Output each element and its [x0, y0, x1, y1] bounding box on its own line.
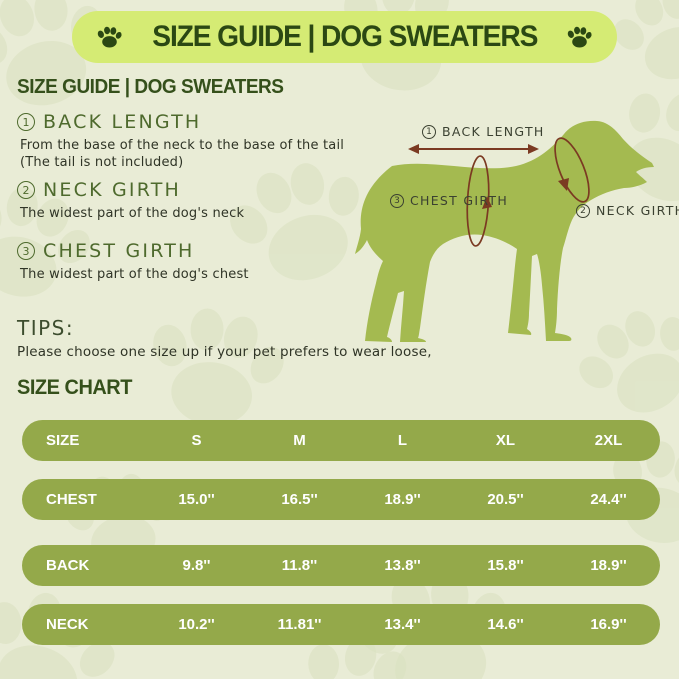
paw-icon	[96, 25, 123, 47]
table-cell: 15.8''	[487, 557, 524, 574]
tips-label: TIPS:	[17, 316, 75, 340]
neck-girth-ellipse	[554, 137, 590, 203]
column-header: 2XL	[594, 432, 623, 449]
column-header: XL	[495, 432, 516, 449]
page-title: SIZE GUIDE | DOG SWEATERS	[152, 20, 538, 53]
item-title: 3 CHEST GIRTH	[17, 240, 249, 262]
diagram-label-neck-girth: 2 NECK GIRTH	[576, 203, 679, 218]
table-cell: 20.5''	[487, 491, 524, 508]
item-number-badge: 2	[17, 181, 35, 199]
column-header: S	[191, 432, 202, 449]
table-cell: 13.8''	[384, 557, 421, 574]
row-label: BACK	[46, 557, 90, 574]
dog-diagram: 1 BACK LENGTH 3 CHEST GIRTH 2 NECK GIRTH	[340, 90, 679, 380]
table-cell: 11.81''	[277, 616, 322, 633]
label-number-badge: 3	[390, 193, 404, 208]
column-header: M	[293, 432, 306, 449]
row-label: NECK	[46, 616, 89, 633]
column-header: SIZE	[46, 432, 80, 449]
table-cell: 16.5''	[281, 491, 318, 508]
table-cell: 14.6''	[487, 616, 524, 633]
row-label: CHEST	[46, 491, 97, 508]
table-row-back: BACK 9.8'' 11.8'' 13.8'' 15.8'' 18.9''	[22, 545, 660, 586]
item-title-text: CHEST GIRTH	[43, 240, 195, 262]
table-cell: 15.0''	[178, 491, 215, 508]
item-description-line: (The tail is not included)	[20, 154, 184, 170]
table-cell: 18.9''	[384, 491, 421, 508]
table-cell: 11.8''	[281, 557, 318, 574]
measure-item-back-length: 1 BACK LENGTH From the base of the neck …	[17, 111, 344, 172]
item-title-text: BACK LENGTH	[43, 111, 202, 133]
item-description: The widest part of the dog's chest	[20, 267, 249, 284]
item-number-badge: 3	[17, 242, 35, 260]
label-number-badge: 1	[422, 124, 436, 139]
dog-silhouette	[355, 120, 654, 343]
column-header: L	[397, 432, 408, 449]
label-text: NECK GIRTH	[596, 203, 679, 218]
table-cell: 13.4''	[384, 616, 421, 633]
chest-girth-ellipse	[466, 155, 492, 247]
item-description: The widest part of the dog's neck	[20, 206, 244, 223]
table-cell: 9.8''	[182, 557, 211, 574]
diagram-label-chest-girth: 3 CHEST GIRTH	[390, 193, 508, 208]
header-banner: SIZE GUIDE | DOG SWEATERS	[72, 11, 617, 63]
measure-item-neck-girth: 2 NECK GIRTH The widest part of the dog'…	[17, 179, 244, 223]
table-cell: 18.9''	[590, 557, 627, 574]
label-text: CHEST GIRTH	[410, 193, 509, 208]
table-header-row: SIZE S M L XL 2XL	[22, 420, 660, 461]
item-description-line: The widest part of the dog's chest	[20, 267, 249, 282]
tips-text: Please choose one size up if your pet pr…	[17, 344, 432, 360]
paw-icon	[566, 25, 593, 47]
item-description-line: The widest part of the dog's neck	[20, 206, 245, 221]
item-number-badge: 1	[17, 113, 35, 131]
measure-item-chest-girth: 3 CHEST GIRTH The widest part of the dog…	[17, 240, 249, 284]
item-title: 1 BACK LENGTH	[17, 111, 344, 133]
size-chart-heading: SIZE CHART	[17, 376, 132, 399]
back-length-arrow	[408, 144, 539, 154]
label-text: BACK LENGTH	[442, 124, 545, 139]
item-description-line: From the base of the neck to the base of…	[20, 138, 345, 153]
item-description: From the base of the neck to the base of…	[20, 138, 344, 172]
table-cell: 10.2''	[178, 616, 215, 633]
label-number-badge: 2	[576, 203, 590, 218]
dog-body-shape	[355, 120, 654, 343]
table-row-neck: NECK 10.2'' 11.81'' 13.4'' 14.6'' 16.9''	[22, 604, 660, 645]
diagram-label-back-length: 1 BACK LENGTH	[422, 124, 545, 139]
table-row-chest: CHEST 15.0'' 16.5'' 18.9'' 20.5'' 24.4''	[22, 479, 660, 520]
guide-heading: SIZE GUIDE | DOG SWEATERS	[17, 76, 284, 98]
item-title-text: NECK GIRTH	[43, 179, 182, 201]
table-cell: 24.4''	[590, 491, 627, 508]
item-title: 2 NECK GIRTH	[17, 179, 244, 201]
table-cell: 16.9''	[590, 616, 627, 633]
size-table: SIZE S M L XL 2XL CHEST 15.0'' 16.5'' 18…	[22, 420, 660, 646]
